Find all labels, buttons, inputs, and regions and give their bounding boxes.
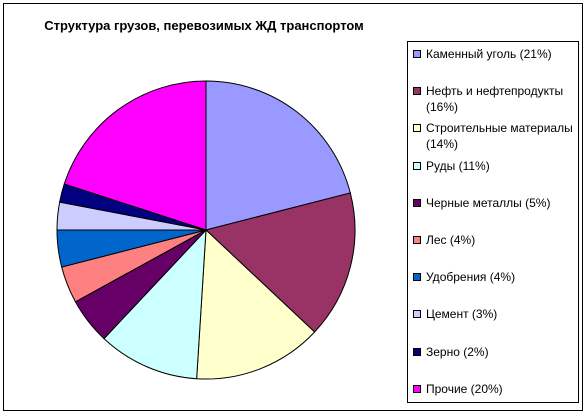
legend-item: Черные металлы (5%) <box>413 195 577 211</box>
legend-swatch <box>413 384 421 393</box>
legend-item: Каменный уголь (21%) <box>413 46 577 62</box>
legend-label: Строительные материалы (14%) <box>426 121 573 152</box>
legend-item: Руды (11%) <box>413 158 577 174</box>
legend-item: Удобрения (4%) <box>413 269 577 285</box>
legend-item: Зерно (2%) <box>413 344 577 360</box>
legend-item: Нефть и нефтепродукты (16%) <box>413 83 577 115</box>
pie-slice-0 <box>205 80 351 231</box>
legend-item: Лес (4%) <box>413 232 577 248</box>
pie-slice-3 <box>103 228 207 380</box>
legend-swatch <box>413 50 421 58</box>
pie-slice-2 <box>196 228 316 380</box>
legend-swatch <box>413 161 421 170</box>
pie-chart <box>56 80 356 380</box>
chart-legend: Каменный уголь (21%) Нефть и нефтепродукт… <box>407 41 579 403</box>
legend-swatch <box>413 124 421 133</box>
legend-label: Лес (4%) <box>426 233 476 247</box>
legend-swatch <box>413 273 421 282</box>
pie-slice-1 <box>204 192 356 333</box>
legend-label: Черные металлы (5%) <box>426 195 551 210</box>
legend-item: Строительные материалы (14%) <box>413 120 577 152</box>
legend-label: Прочие (20%) <box>426 381 503 396</box>
legend-label: Каменный уголь (21%) <box>426 47 552 61</box>
legend-swatch <box>413 198 421 207</box>
legend-swatch <box>413 236 421 244</box>
legend-swatch <box>413 310 421 319</box>
legend-label: Руды (11%) <box>426 158 490 173</box>
chart-area: Структура грузов, перевозимых ЖД транспо… <box>3 3 583 411</box>
legend-item: Цемент (3%) <box>413 306 577 322</box>
pie-slice-9 <box>63 80 207 231</box>
chart-title: Структура грузов, перевозимых ЖД транспо… <box>44 18 364 33</box>
legend-swatch <box>413 87 421 96</box>
legend-label: Цемент (3%) <box>426 307 498 322</box>
legend-item: Прочие (20%) <box>413 381 577 397</box>
legend-swatch <box>413 347 421 356</box>
legend-label: Удобрения (4%) <box>426 270 516 285</box>
legend-label: Нефть и нефтепродукты (16%) <box>426 84 564 115</box>
legend-label: Зерно (2%) <box>426 344 489 359</box>
